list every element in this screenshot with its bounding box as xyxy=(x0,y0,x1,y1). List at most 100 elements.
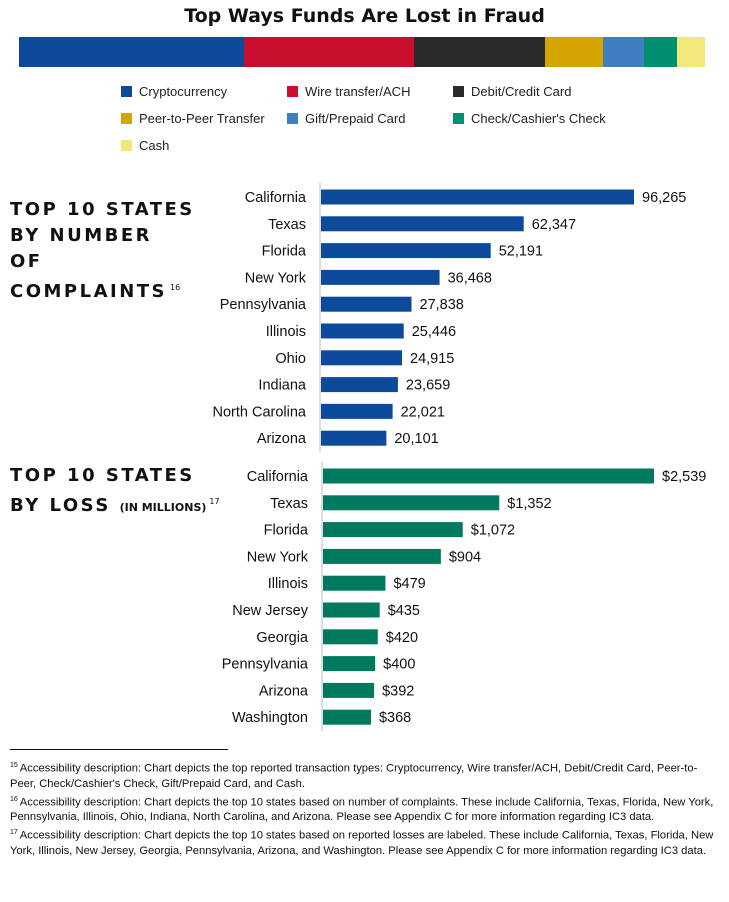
footnote-text: Accessibility description: Chart depicts… xyxy=(10,830,714,858)
bar xyxy=(321,323,404,339)
category-label: Florida xyxy=(262,244,307,260)
data-label: $420 xyxy=(386,630,418,646)
footnote-16: 16 Accessibility description: Chart depic… xyxy=(10,792,715,826)
bar xyxy=(321,403,393,419)
legend-item: Cash xyxy=(121,138,169,153)
data-label: $435 xyxy=(388,603,420,619)
bar xyxy=(323,656,376,672)
legend-swatch xyxy=(121,113,132,124)
data-label: 27,838 xyxy=(420,297,464,313)
stack-segment-wire-transfer-ach xyxy=(244,37,415,67)
bar xyxy=(321,296,412,312)
category-label: Texas xyxy=(270,496,308,512)
data-label: $400 xyxy=(383,657,415,673)
legend-label: Cash xyxy=(139,138,170,153)
data-label: 20,101 xyxy=(394,431,438,447)
data-label: $1,352 xyxy=(507,496,551,512)
data-label: 24,915 xyxy=(410,351,454,367)
category-label: New York xyxy=(247,549,309,565)
bar xyxy=(321,269,440,285)
legend-swatch xyxy=(453,86,464,97)
category-label: North Carolina xyxy=(213,404,307,420)
data-label: 52,191 xyxy=(499,244,543,260)
data-label: 36,468 xyxy=(448,270,492,286)
legend-item: Check/Cashier's Check xyxy=(453,111,606,126)
complaints-title-line: OF xyxy=(10,251,43,272)
footnote-number: 17 xyxy=(10,829,18,837)
bar xyxy=(321,189,634,205)
legend-item: Cryptocurrency xyxy=(121,84,227,99)
loss-title-line: TOP 10 STATES xyxy=(10,465,195,486)
legend-swatch xyxy=(287,86,298,97)
legend-label: Peer-to-Peer Transfer xyxy=(139,111,265,126)
data-label: $368 xyxy=(379,710,411,726)
stack-segment-check-cashier-s-check xyxy=(643,37,677,67)
category-label: Pennsylvania xyxy=(222,657,309,673)
category-label: Indiana xyxy=(258,378,307,394)
category-label: Ohio xyxy=(275,351,306,367)
legend-item: Wire transfer/ACH xyxy=(287,84,410,99)
legend-swatch xyxy=(121,86,132,97)
complaints-title-line: BY NUMBER xyxy=(10,225,153,246)
stack-segment-peer-to-peer-transfer xyxy=(545,37,604,67)
category-label: Washington xyxy=(232,710,308,726)
complaints-title-line: COMPLAINTS xyxy=(10,281,168,302)
category-label: New Jersey xyxy=(232,603,308,619)
loss-title-line: BY LOSS xyxy=(10,495,111,516)
category-label: Georgia xyxy=(256,630,309,646)
data-label: 62,347 xyxy=(532,217,576,233)
bar xyxy=(321,243,491,259)
transaction-type-stacked-bar xyxy=(19,37,705,67)
category-label: Florida xyxy=(264,523,309,539)
data-label: $392 xyxy=(382,683,414,699)
footnote-text: Accessibility description: Chart depicts… xyxy=(10,762,698,790)
footnote-divider xyxy=(10,749,228,750)
bar xyxy=(321,430,387,446)
footnote-number: 15 xyxy=(10,762,18,769)
data-label: $1,072 xyxy=(471,523,515,539)
footnote-17: 17 Accessibility description: Chart depic… xyxy=(10,825,715,859)
category-label: California xyxy=(245,190,307,206)
category-label: New York xyxy=(245,270,307,286)
footnote-text: Accessibility description: Chart depicts… xyxy=(10,796,714,824)
bar xyxy=(323,548,441,564)
loss-chart: California $2,539 Texas $1,352 Florida $1,072… xyxy=(222,462,706,732)
legend-item: Gift/Prepaid Card xyxy=(287,111,405,126)
category-label: Arizona xyxy=(257,431,307,447)
legend-label: Cryptocurrency xyxy=(139,84,228,99)
legend-item: Peer-to-Peer Transfer xyxy=(121,111,265,126)
legend-label: Debit/Credit Card xyxy=(471,84,572,99)
bar xyxy=(321,350,403,366)
category-label: Illinois xyxy=(266,324,306,340)
state-bar-charts: California 96,265 Texas 62,347 Florida 52,191… xyxy=(213,183,706,732)
stack-segment-gift-prepaid-card xyxy=(603,37,644,67)
legend-item: Debit/Credit Card xyxy=(453,84,571,99)
bar xyxy=(323,602,380,618)
footnote-ref-17: 17 xyxy=(209,497,220,506)
data-label: 25,446 xyxy=(412,324,456,340)
footnotes: 15 Accessibility description: Chart depic… xyxy=(10,758,715,859)
bar xyxy=(321,216,524,232)
category-label: Arizona xyxy=(259,683,309,699)
legend-swatch xyxy=(453,113,464,124)
data-label: $2,539 xyxy=(662,469,706,485)
bar xyxy=(321,377,398,393)
legend-label: Gift/Prepaid Card xyxy=(305,111,406,126)
complaints-title-line: TOP 10 STATES xyxy=(10,199,195,220)
complaints-section-title: TOP 10 STATES BY NUMBER OF COMPLAINTS 16 xyxy=(10,197,195,305)
data-label: 96,265 xyxy=(642,190,686,206)
stack-segment-cash xyxy=(676,37,705,67)
loss-qualifier: (IN MILLIONS) xyxy=(119,501,207,514)
bar xyxy=(323,495,500,511)
chart-title: Top Ways Funds Are Lost in Fraud xyxy=(184,5,545,27)
footnote-15: 15 Accessibility description: Chart depic… xyxy=(10,758,715,792)
data-label: 22,021 xyxy=(401,404,445,420)
footnote-number: 16 xyxy=(10,795,18,803)
category-label: California xyxy=(247,469,309,485)
legend-label: Wire transfer/ACH xyxy=(305,84,411,99)
loss-section-title: TOP 10 STATES BY LOSS (IN MILLIONS) 17 xyxy=(10,463,220,521)
bar xyxy=(323,468,654,484)
data-label: $479 xyxy=(393,576,425,592)
data-label: 23,659 xyxy=(406,378,450,394)
category-label: Illinois xyxy=(268,576,308,592)
